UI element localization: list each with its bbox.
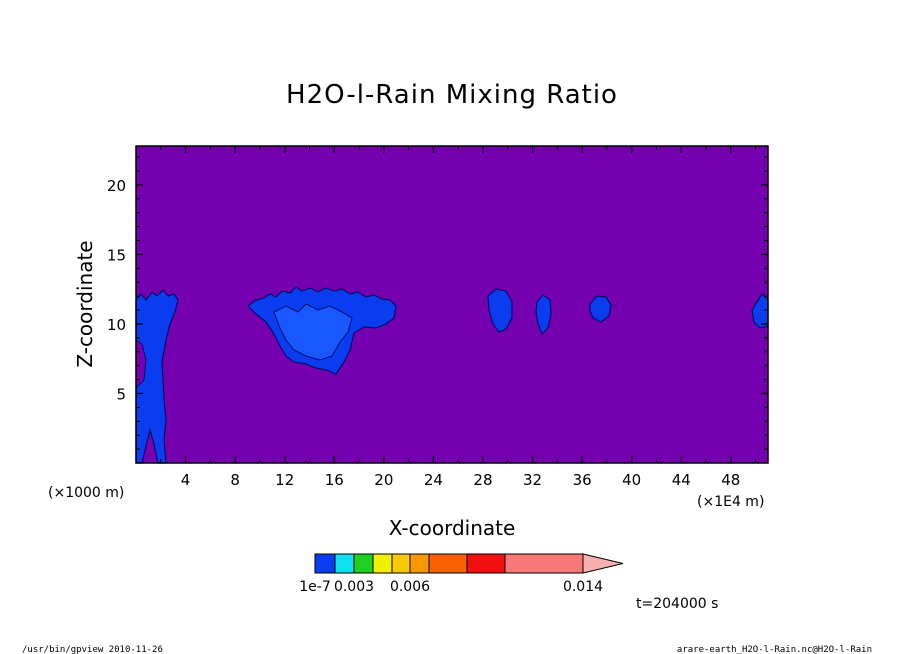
colorbar-label: 0.003 [334, 579, 374, 595]
x-tick-label: 44 [672, 471, 691, 489]
y-tick-label: 5 [116, 385, 126, 403]
x-axis-label: X-coordinate [389, 516, 516, 540]
x-tick-label: 24 [424, 471, 443, 489]
colorbar-segment [334, 553, 355, 574]
y-axis-unit: (×1000 m) [48, 485, 124, 501]
y-tick-label: 20 [107, 177, 126, 195]
plot-frame [135, 145, 769, 464]
x-tick-label: 36 [573, 471, 592, 489]
x-tick-label: 12 [275, 471, 294, 489]
time-label: t=204000 s [636, 596, 718, 612]
colorbar-segment [391, 553, 411, 574]
colorbar-labels: 1e-7 0.003 0.006 0.014 [299, 579, 603, 595]
x-axis-ticks: 4 8 12 16 20 24 28 32 36 40 44 48 [160, 146, 757, 489]
colorbar-extend-arrow [582, 553, 624, 574]
colorbar-label: 1e-7 [299, 579, 330, 595]
y-tick-label: 15 [107, 246, 126, 264]
y-tick-label: 10 [107, 316, 126, 334]
colorbar-segment [409, 553, 430, 574]
region-blob-37 [589, 295, 612, 323]
x-axis-unit: (×1E4 m) [697, 494, 764, 510]
colorbar-label: 0.014 [563, 579, 603, 595]
x-tick-label: 28 [473, 471, 492, 489]
chart-title: H2O-l-Rain Mixing Ratio [286, 80, 618, 110]
region-blob-33 [535, 294, 552, 336]
region-right-edge [751, 293, 769, 329]
x-tick-label: 32 [523, 471, 542, 489]
colorbar-segment [466, 553, 506, 574]
footer-left: /usr/bin/gpview 2010-11-26 [22, 645, 163, 654]
region-left-column [135, 289, 179, 464]
colorbar-segment [353, 553, 374, 574]
colorbar-segment [314, 553, 336, 574]
x-tick-label: 4 [181, 471, 191, 489]
y-axis-label: Z-coordinate [73, 240, 97, 367]
x-tick-label: 16 [325, 471, 344, 489]
x-tick-label: 20 [374, 471, 393, 489]
contour-regions [135, 286, 769, 464]
plot-background [136, 146, 768, 463]
x-tick-label: 48 [721, 471, 740, 489]
colorbar-segment [504, 553, 584, 574]
region-blob-29 [487, 288, 513, 333]
colorbar-label: 0.006 [390, 579, 430, 595]
colorbar-segment [428, 553, 468, 574]
x-tick-label: 40 [622, 471, 641, 489]
footer-right: arare-earth_H2O-l-Rain.nc@H2O-l-Rain [677, 645, 872, 654]
colorbar-segment [372, 553, 393, 574]
x-tick-label: 8 [230, 471, 240, 489]
region-anvil-core [273, 303, 353, 361]
y-axis-ticks: 5 10 15 20 [107, 156, 768, 450]
colorbar [314, 553, 624, 574]
